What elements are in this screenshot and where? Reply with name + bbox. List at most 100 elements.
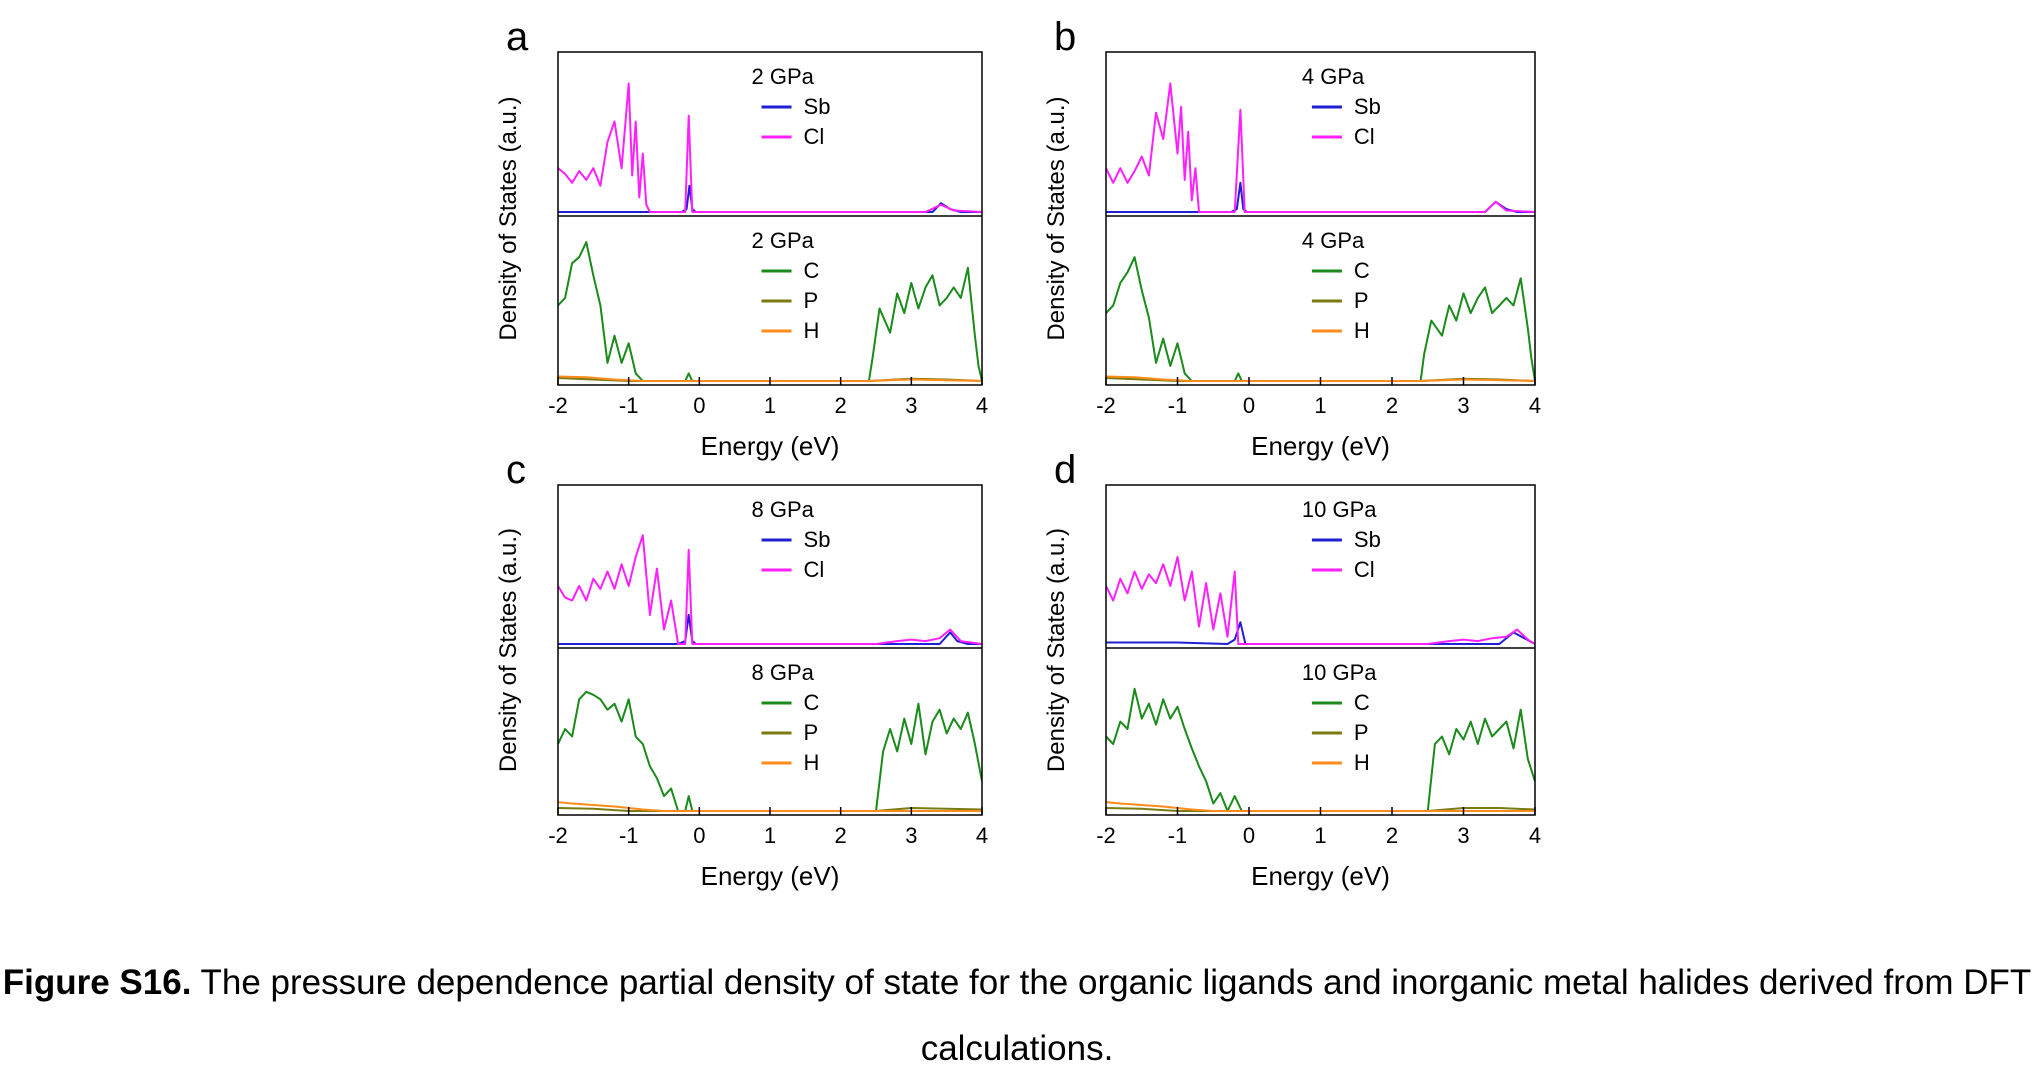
series-line-cl [558, 534, 982, 645]
x-tick-label: 1 [1314, 823, 1326, 848]
series-line-cl [1106, 82, 1535, 213]
legend-label-sb: Sb [1354, 527, 1381, 552]
subplot-organic: 8 GPa CPH [558, 660, 982, 812]
x-axis-label: Energy (eV) [1251, 861, 1390, 891]
subplot-organic: 4 GPa CPH [1106, 228, 1535, 382]
y-axis-label: Density of States (a.u.) [1043, 96, 1070, 340]
legend-label-cl: Cl [804, 557, 825, 582]
panel-b: b Density of States (a.u.) 4 GPa Sb Cl 4 GPa C… [1043, 15, 1541, 461]
x-tick-label: 1 [764, 393, 776, 418]
legend-label-p: P [1354, 288, 1369, 313]
legend-pressure: 2 GPa [752, 64, 815, 89]
x-tick-label: -2 [548, 823, 568, 848]
legend-label-c: C [804, 690, 820, 715]
legend-label-h: H [804, 318, 820, 343]
legend-label-c: C [1354, 690, 1370, 715]
x-tick-label: 3 [905, 393, 917, 418]
legend-pressure: 10 GPa [1302, 497, 1377, 522]
series-line-c [558, 690, 982, 812]
legend-pressure: 8 GPa [752, 497, 815, 522]
legend-label-h: H [1354, 318, 1370, 343]
panel-label: a [506, 15, 529, 59]
subplot-inorganic: 10 GPa Sb Cl [1106, 497, 1535, 645]
legend-label-sb: Sb [804, 94, 831, 119]
legend-label-h: H [1354, 750, 1370, 775]
series-line-cl [1106, 556, 1535, 645]
panel-frame [557, 51, 983, 386]
legend-label-p: P [1354, 720, 1369, 745]
legend-pressure: 8 GPa [752, 660, 815, 685]
series-line-sb [558, 184, 982, 213]
legend-label-cl: Cl [804, 124, 825, 149]
panel-frame [1105, 484, 1536, 816]
legend-label-cl: Cl [1354, 124, 1375, 149]
x-tick-label: -1 [1168, 393, 1188, 418]
x-tick-label: 2 [1386, 823, 1398, 848]
x-tick-label: 3 [905, 823, 917, 848]
series-line-h [558, 801, 982, 812]
figure-caption: Figure S16. The pressure dependence part… [0, 950, 2034, 1082]
series-line-c [1106, 256, 1535, 382]
x-tick-label: 3 [1457, 823, 1469, 848]
x-tick-label: 2 [1386, 393, 1398, 418]
panel-label: d [1054, 448, 1076, 492]
legend-label-cl: Cl [1354, 557, 1375, 582]
panel-frame [557, 484, 983, 816]
x-tick-label: 4 [976, 393, 988, 418]
legend-pressure: 2 GPa [752, 228, 815, 253]
legend-label-p: P [804, 720, 819, 745]
legend-label-sb: Sb [1354, 94, 1381, 119]
x-tick-label: 1 [764, 823, 776, 848]
x-tick-label: -2 [548, 393, 568, 418]
legend-label-c: C [1354, 258, 1370, 283]
series-line-cl [558, 82, 982, 213]
subplot-inorganic: 2 GPa Sb Cl [558, 64, 982, 213]
x-tick-label: 2 [835, 823, 847, 848]
x-tick-label: -1 [619, 393, 639, 418]
subplot-inorganic: 8 GPa Sb Cl [558, 497, 982, 645]
subplot-organic: 2 GPa CPH [558, 228, 982, 382]
legend-pressure: 4 GPa [1302, 64, 1365, 89]
subplot-organic: 10 GPa CPH [1106, 660, 1535, 812]
x-tick-label: -1 [619, 823, 639, 848]
caption-label: Figure S16. [2, 963, 192, 1002]
panel-c: c Density of States (a.u.) 8 GPa Sb Cl 8 GPa C… [495, 448, 988, 891]
x-tick-label: 4 [1529, 823, 1541, 848]
x-axis-label: Energy (eV) [701, 431, 840, 461]
y-axis-label: Density of States (a.u.) [495, 528, 522, 772]
x-tick-label: 3 [1457, 393, 1469, 418]
subplot-inorganic: 4 GPa Sb Cl [1106, 64, 1535, 213]
x-tick-label: -2 [1096, 393, 1116, 418]
series-line-c [558, 241, 982, 382]
legend-pressure: 4 GPa [1302, 228, 1365, 253]
y-axis-label: Density of States (a.u.) [495, 96, 522, 340]
x-tick-label: -2 [1096, 823, 1116, 848]
x-tick-label: 0 [1243, 823, 1255, 848]
series-line-h [1106, 801, 1535, 812]
series-line-sb [1106, 621, 1535, 645]
panel-label: b [1054, 15, 1076, 59]
legend-label-p: P [804, 288, 819, 313]
legend-label-h: H [804, 750, 820, 775]
dos-figure: a Density of States (a.u.) 2 GPa Sb Cl 2 GPa C… [495, 15, 1541, 891]
caption-text: The pressure dependence partial density … [191, 963, 2032, 1068]
panel-label: c [506, 448, 526, 492]
panel-frame [1105, 51, 1536, 386]
x-axis-label: Energy (eV) [701, 861, 840, 891]
x-tick-label: 0 [693, 393, 705, 418]
panel-a: a Density of States (a.u.) 2 GPa Sb Cl 2 GPa C… [495, 15, 988, 461]
y-axis-label: Density of States (a.u.) [1043, 528, 1070, 772]
x-tick-label: 0 [693, 823, 705, 848]
x-tick-label: 1 [1314, 393, 1326, 418]
x-tick-label: 4 [976, 823, 988, 848]
series-line-sb [1106, 181, 1535, 213]
series-line-c [1106, 687, 1535, 812]
x-tick-label: 0 [1243, 393, 1255, 418]
x-tick-label: -1 [1168, 823, 1188, 848]
x-tick-label: 2 [835, 393, 847, 418]
x-tick-label: 4 [1529, 393, 1541, 418]
legend-pressure: 10 GPa [1302, 660, 1377, 685]
legend-label-c: C [804, 258, 820, 283]
x-axis-label: Energy (eV) [1251, 431, 1390, 461]
